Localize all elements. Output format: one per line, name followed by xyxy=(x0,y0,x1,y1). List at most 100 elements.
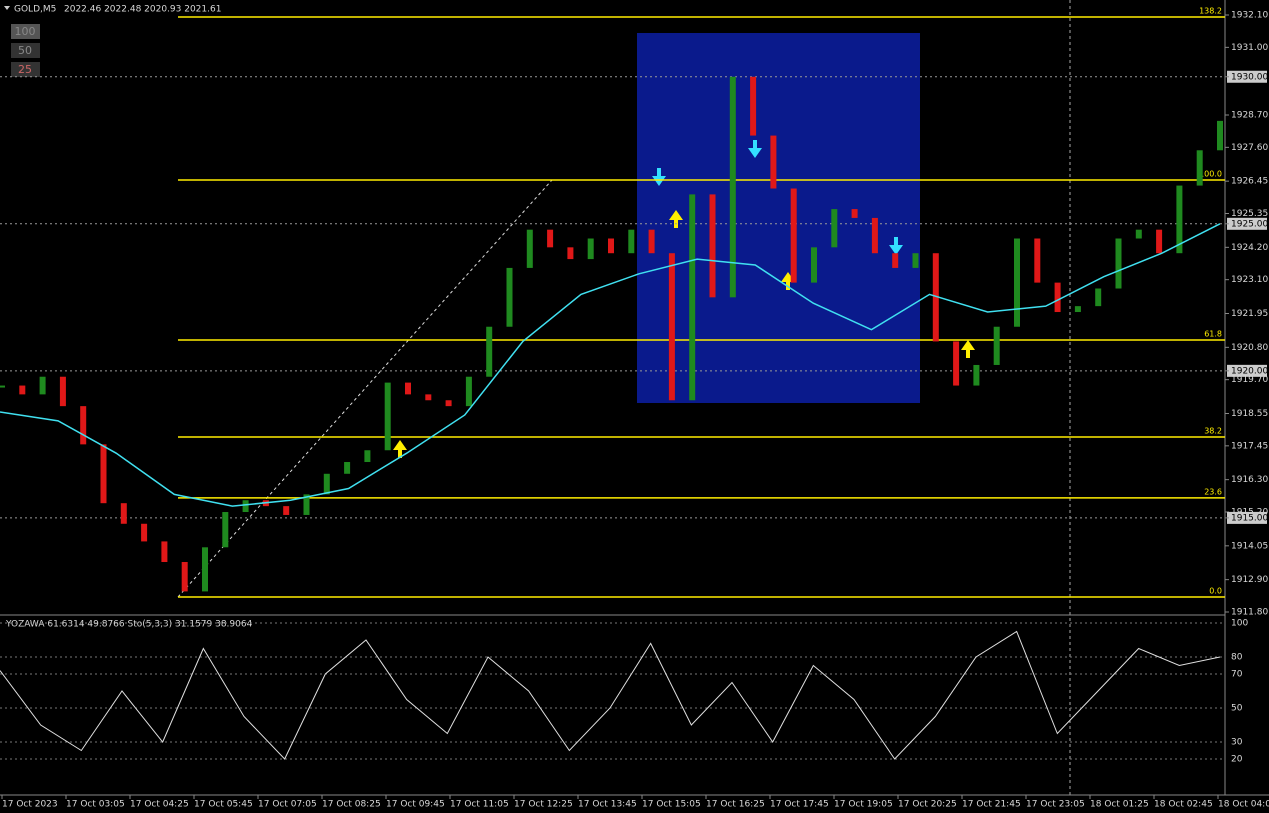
candle xyxy=(770,135,777,189)
fib-label: 61.8 xyxy=(1204,329,1222,338)
candle xyxy=(283,506,290,515)
candle xyxy=(790,188,797,283)
button[interactable] xyxy=(11,43,40,58)
moving-average xyxy=(0,223,1221,507)
candle xyxy=(364,450,371,463)
candle xyxy=(1074,306,1081,313)
candle xyxy=(202,547,208,592)
time-label: 17 Oct 21:45 xyxy=(962,800,1021,810)
price-label: 1920.80 xyxy=(1231,343,1268,353)
candle xyxy=(973,364,980,386)
candle xyxy=(242,500,249,513)
candle xyxy=(323,473,330,495)
candle xyxy=(709,194,716,298)
price-label: 1930.00 xyxy=(1231,72,1268,82)
menu-arrow[interactable] xyxy=(4,6,10,10)
candle xyxy=(344,462,351,474)
time-label: 18 Oct 02:45 xyxy=(1154,800,1213,810)
candle xyxy=(953,341,960,386)
price-label: 1920.00 xyxy=(1231,366,1268,376)
fib-label: 138.2 xyxy=(1199,7,1222,16)
time-label: 17 Oct 11:05 xyxy=(450,800,509,810)
price-label: 1919.70 xyxy=(1231,375,1268,385)
candle xyxy=(1196,150,1203,186)
osc-label: 70 xyxy=(1231,670,1243,680)
candle xyxy=(181,562,188,592)
candle xyxy=(648,229,655,254)
sell-arrows xyxy=(652,140,903,255)
price-label: 1928.70 xyxy=(1231,110,1268,120)
candle xyxy=(628,229,635,254)
price-label: 1911.80 xyxy=(1231,608,1268,618)
price-label: 1912.90 xyxy=(1231,575,1268,585)
candle xyxy=(567,247,574,260)
osc-label: 20 xyxy=(1231,755,1243,765)
quote: 2022.46 2022.48 2020.93 2021.61 xyxy=(64,5,221,15)
time-label: 17 Oct 20:25 xyxy=(898,800,957,810)
time-label: 17 Oct 09:45 xyxy=(386,800,445,810)
candle xyxy=(141,523,148,542)
price-box xyxy=(1227,511,1267,524)
candle xyxy=(1014,238,1020,327)
candle xyxy=(993,326,1000,365)
osc-label: 100 xyxy=(1231,619,1248,629)
time-label: 17 Oct 19:05 xyxy=(834,800,893,810)
candle xyxy=(851,209,858,218)
time-label: 18 Oct 01:25 xyxy=(1090,800,1149,810)
time-label: 17 Oct 2023 xyxy=(2,800,58,810)
button-label[interactable]: 100 xyxy=(15,25,36,38)
osc-label: 80 xyxy=(1231,653,1243,663)
time-label: 18 Oct 04:05 xyxy=(1218,800,1269,810)
candle xyxy=(587,238,594,260)
candle xyxy=(526,229,533,268)
price-label: 1931.00 xyxy=(1231,43,1268,53)
candle xyxy=(811,247,817,283)
candle xyxy=(506,267,513,327)
time-label: 17 Oct 17:45 xyxy=(770,800,829,810)
fib-label: 0.0 xyxy=(1209,587,1222,596)
time-label: 17 Oct 04:25 xyxy=(130,800,189,810)
fib-label: 100.0 xyxy=(1199,169,1222,178)
price-label: 1917.45 xyxy=(1231,441,1268,451)
price-label: 1932.10 xyxy=(1231,11,1268,21)
button-label[interactable]: 50 xyxy=(18,44,32,57)
candle xyxy=(1217,120,1223,151)
candle xyxy=(222,512,229,548)
osc-label: 30 xyxy=(1231,738,1243,748)
button[interactable] xyxy=(11,62,40,77)
candle xyxy=(80,406,87,445)
candle xyxy=(750,76,757,136)
candle xyxy=(39,376,46,395)
price-label: 1916.30 xyxy=(1231,475,1268,485)
candle xyxy=(932,253,939,342)
button[interactable] xyxy=(11,24,40,39)
time-label: 17 Oct 03:05 xyxy=(66,800,125,810)
time-label: 17 Oct 08:25 xyxy=(322,800,381,810)
candle xyxy=(486,326,493,377)
candle xyxy=(871,217,878,254)
candle xyxy=(100,444,107,504)
fib-label: 23.6 xyxy=(1204,487,1222,496)
candle xyxy=(120,503,127,524)
candle xyxy=(892,253,899,268)
time-label: 17 Oct 05:45 xyxy=(194,800,253,810)
symbol: GOLD,M5 xyxy=(14,5,56,15)
candle xyxy=(465,376,472,407)
candle xyxy=(729,76,736,298)
price-label: 1926.45 xyxy=(1231,177,1268,187)
price-label: 1924.20 xyxy=(1231,243,1268,253)
candle xyxy=(19,385,26,395)
price-label: 1918.55 xyxy=(1231,409,1268,419)
time-label: 17 Oct 23:05 xyxy=(1026,800,1085,810)
candle xyxy=(668,253,675,401)
candle xyxy=(1115,238,1122,289)
candle xyxy=(59,376,66,407)
candle xyxy=(1176,185,1183,254)
button-label[interactable]: 25 xyxy=(18,63,32,76)
candle xyxy=(1034,238,1041,283)
fib-label: 38.2 xyxy=(1204,427,1222,436)
time-label: 17 Oct 12:25 xyxy=(514,800,573,810)
candle xyxy=(1054,282,1061,313)
price-label: 1927.60 xyxy=(1231,143,1268,153)
